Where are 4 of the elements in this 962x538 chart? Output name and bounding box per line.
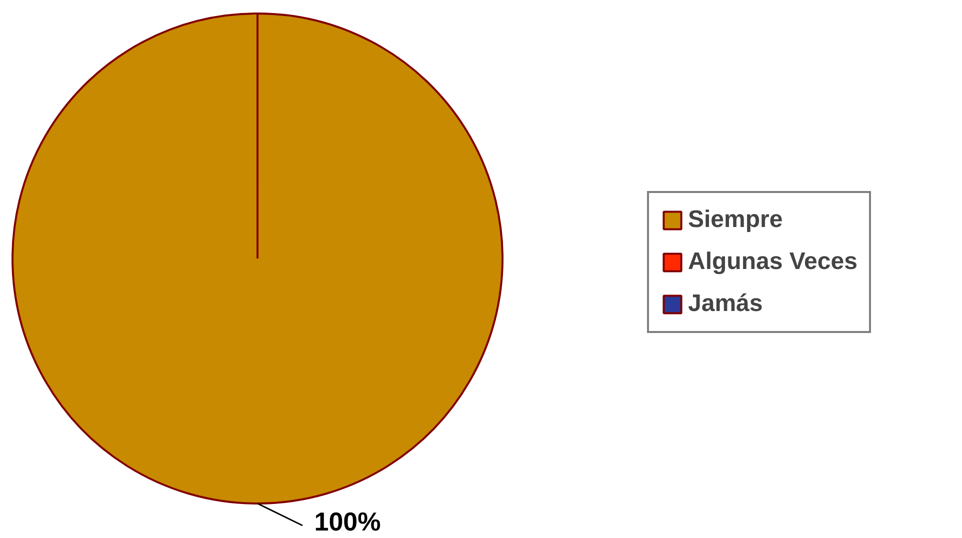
legend-label: Algunas Veces (688, 247, 858, 277)
legend-label: Siempre (688, 205, 783, 235)
data-label: 100% (314, 506, 381, 536)
legend-label: Jamás (688, 289, 763, 319)
